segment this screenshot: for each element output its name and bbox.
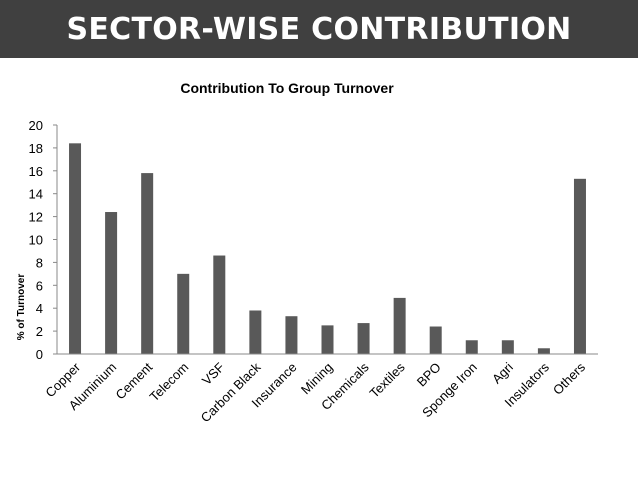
bar-mining — [321, 325, 334, 354]
y-tick-label: 14 — [29, 187, 43, 202]
y-tick-label: 16 — [29, 164, 43, 179]
y-tick-label: 2 — [36, 324, 43, 339]
bar-copper — [69, 143, 82, 354]
bar-insulators — [537, 348, 550, 354]
y-tick-label: 18 — [29, 141, 43, 156]
y-axis-label: % of Turnover — [16, 274, 27, 341]
y-tick-label: 8 — [36, 255, 43, 270]
y-tick-label: 4 — [36, 301, 43, 316]
y-tick-label: 20 — [29, 118, 43, 133]
x-tick-label: Agri — [489, 359, 516, 386]
bar-vsf — [213, 255, 226, 354]
bar-textiles — [393, 297, 406, 354]
bar-insurance — [285, 316, 298, 354]
x-tick-label: Others — [550, 359, 589, 398]
title-banner: SECTOR-WISE CONTRIBUTION — [0, 0, 638, 58]
x-tick-label: BPO — [414, 360, 444, 390]
y-tick-label: 0 — [36, 347, 43, 362]
bar-telecom — [177, 273, 190, 354]
y-tick-label: 10 — [29, 233, 43, 248]
bar-others — [573, 178, 586, 354]
bar-cement — [141, 173, 154, 354]
bar-series — [69, 143, 586, 354]
chart-title: Contribution To Group Turnover — [180, 80, 394, 96]
x-tick-label: Telecom — [147, 360, 192, 405]
x-tick-label: VSF — [199, 359, 228, 388]
y-axis-ticks: 0 2 4 6 8 10 12 14 16 18 20 — [29, 118, 57, 362]
bar-carbon-black — [249, 310, 262, 354]
y-tick-label: 12 — [29, 210, 43, 225]
y-tick-label: 6 — [36, 278, 43, 293]
bar-agri — [501, 340, 514, 354]
x-tick-label: Textiles — [366, 359, 408, 401]
page-title: SECTOR-WISE CONTRIBUTION — [66, 11, 572, 47]
bar-chemicals — [357, 323, 370, 354]
bar-bpo — [429, 326, 442, 354]
bar-aluminium — [105, 212, 118, 354]
bar-sponge-iron — [465, 340, 478, 354]
bar-chart: Contribution To Group Turnover % of Turn… — [16, 80, 598, 425]
